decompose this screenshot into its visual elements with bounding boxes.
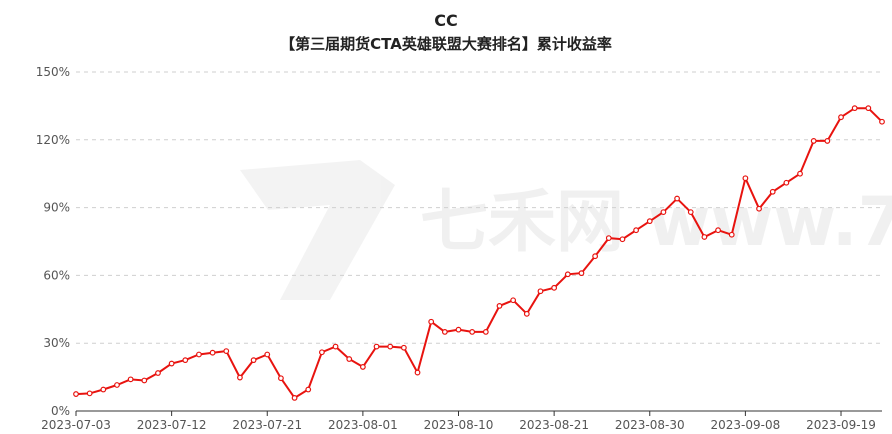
data-point xyxy=(237,374,243,381)
data-point xyxy=(414,369,421,376)
x-tick-label: 2023-09-19 xyxy=(806,418,876,432)
data-point xyxy=(428,318,435,325)
data-point xyxy=(100,386,107,393)
y-tick-label: 150% xyxy=(36,65,70,79)
data-point xyxy=(865,105,872,112)
data-point xyxy=(196,351,202,358)
data-point xyxy=(359,364,366,370)
data-point xyxy=(701,234,708,240)
data-point xyxy=(305,386,312,393)
data-point xyxy=(223,348,230,355)
data-point xyxy=(510,297,517,304)
x-tick-label: 2023-08-21 xyxy=(519,418,589,432)
x-tick-label: 2023-07-03 xyxy=(41,418,111,432)
y-tick-label: 0% xyxy=(51,404,70,418)
y-tick-label: 120% xyxy=(36,133,70,147)
data-point xyxy=(373,343,380,350)
data-point xyxy=(715,227,721,234)
data-point xyxy=(86,390,93,397)
chart-subtitle: 【第三届期货CTA英雄联盟大赛排名】累计收益率 xyxy=(280,35,612,53)
data-point xyxy=(851,105,858,112)
watermark: 七禾网 www.7hcn.com xyxy=(240,160,892,300)
data-point xyxy=(633,227,640,234)
data-point xyxy=(441,329,448,335)
data-point xyxy=(469,329,476,335)
data-point xyxy=(564,271,571,278)
data-point xyxy=(769,188,776,195)
x-tick-label: 2023-07-12 xyxy=(137,418,207,432)
data-point xyxy=(537,288,544,295)
data-point xyxy=(810,138,817,144)
y-tick-label: 90% xyxy=(43,201,70,215)
data-point xyxy=(496,303,503,309)
data-point xyxy=(387,343,394,350)
data-point xyxy=(824,138,831,144)
data-point xyxy=(114,382,120,388)
x-tick-label: 2023-08-30 xyxy=(615,418,685,432)
data-point xyxy=(127,376,134,383)
data-point xyxy=(578,270,585,277)
data-point xyxy=(209,349,216,356)
data-point xyxy=(250,357,257,364)
data-point xyxy=(155,370,161,376)
y-tick-label: 30% xyxy=(43,336,70,350)
data-point xyxy=(797,170,803,177)
data-point xyxy=(728,231,735,238)
data-point xyxy=(674,195,680,202)
data-point xyxy=(291,394,298,401)
data-point xyxy=(592,253,599,260)
data-point xyxy=(264,351,271,358)
data-point xyxy=(278,375,284,382)
data-point xyxy=(455,326,462,333)
data-point xyxy=(646,218,653,225)
data-point xyxy=(523,310,530,317)
data-point xyxy=(73,391,79,397)
y-tick-label: 60% xyxy=(43,268,70,282)
data-point xyxy=(687,209,694,216)
data-point xyxy=(660,209,667,216)
x-tick-label: 2023-07-21 xyxy=(232,418,302,432)
data-point xyxy=(182,357,189,364)
data-point xyxy=(400,344,407,351)
data-point xyxy=(605,235,612,242)
data-point xyxy=(332,343,339,350)
data-point xyxy=(742,175,749,182)
data-point xyxy=(879,118,885,125)
watermark-logo xyxy=(240,160,395,300)
data-point xyxy=(346,356,353,362)
data-point xyxy=(756,205,762,212)
data-point xyxy=(551,284,558,291)
x-tick-label: 2023-09-08 xyxy=(711,418,781,432)
data-point xyxy=(141,377,148,384)
x-tick-label: 2023-08-01 xyxy=(328,418,398,432)
watermark-text: 七禾网 www.7hcn.com xyxy=(420,183,892,262)
data-point xyxy=(318,349,325,356)
data-point xyxy=(168,360,175,367)
data-point xyxy=(838,114,844,121)
chart-title: CC xyxy=(434,11,458,30)
data-point xyxy=(619,236,626,243)
data-point xyxy=(482,329,489,335)
x-tick-label: 2023-08-10 xyxy=(424,418,494,432)
data-point xyxy=(783,179,790,186)
